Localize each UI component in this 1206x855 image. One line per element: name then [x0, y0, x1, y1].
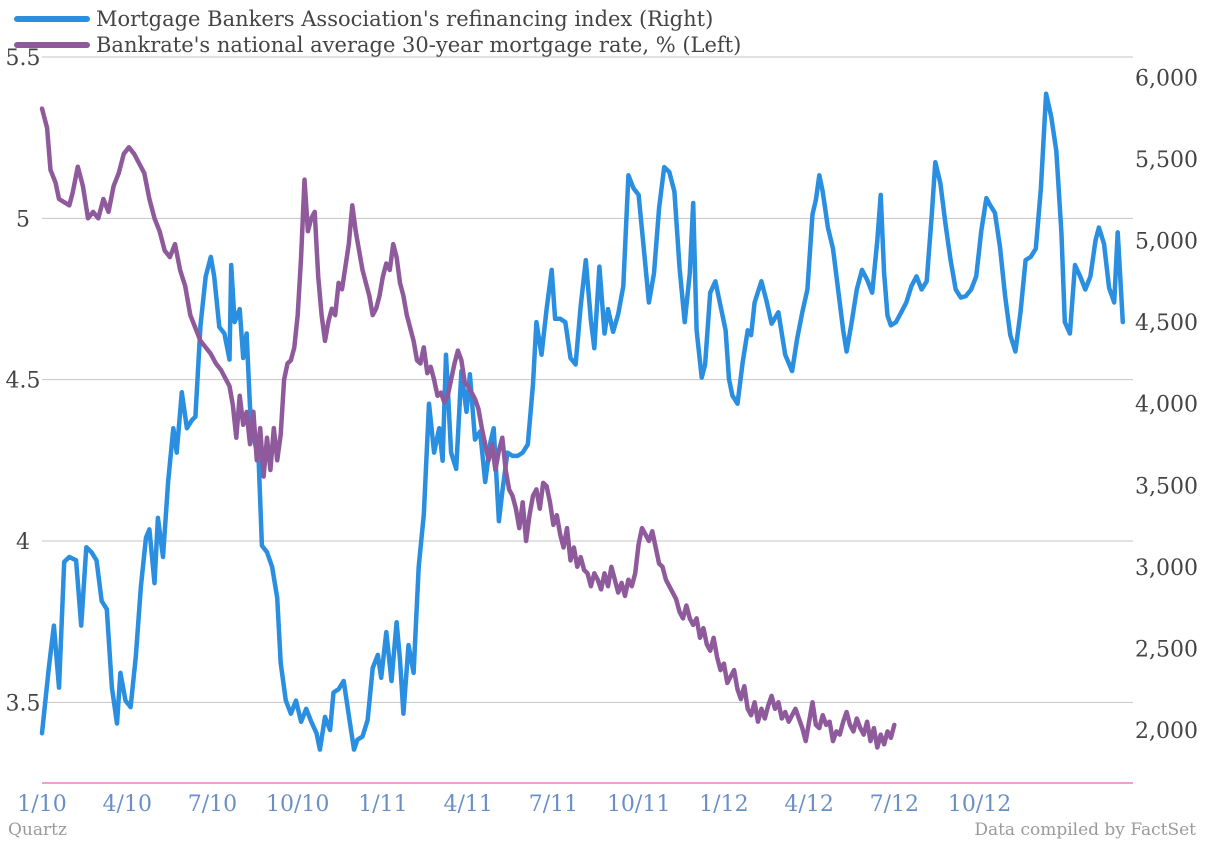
credit-label: Data compiled by FactSet: [974, 820, 1196, 840]
x-tick-label: 1/10: [17, 792, 66, 817]
legend-swatch-rate: [14, 42, 90, 48]
y-right-tick-label: 6,000: [1135, 66, 1198, 91]
x-tick-label: 7/12: [870, 792, 919, 817]
legend-item-rate: Bankrate's national average 30-year mort…: [14, 32, 741, 58]
y-right-tick-label: 3,500: [1135, 474, 1198, 499]
series-line-refinancing-index: [39, 91, 1126, 752]
y-right-tick-label: 4,500: [1135, 311, 1198, 336]
y-left-tick-label: 4: [16, 530, 30, 555]
x-tick-label: 7/10: [188, 792, 237, 817]
axes: 3.5 4 4.5 5 5.5 2,000 2,500 3,000 3,500 4,000 4,50…: [6, 46, 1199, 817]
gridlines: [42, 56, 1133, 703]
y-right-tick-label: 2,500: [1135, 637, 1198, 662]
legend-label-rate: Bankrate's national average 30-year mort…: [96, 33, 742, 57]
x-tick-label: 10/10: [266, 792, 329, 817]
x-tick-label: 4/11: [443, 792, 492, 817]
y-left-tick-label: 4.5: [6, 369, 41, 394]
y-right-tick-label: 4,000: [1135, 393, 1198, 418]
x-tick-label: 7/11: [529, 792, 578, 817]
legend-item-refi: Mortgage Bankers Association's refinanci…: [14, 6, 741, 32]
x-tick-label: 4/12: [784, 792, 833, 817]
x-tick-label: 1/12: [699, 792, 748, 817]
x-tick-label: 10/11: [607, 792, 670, 817]
x-tick-label: 4/10: [103, 792, 152, 817]
y-right-tick-label: 3,000: [1135, 556, 1198, 581]
legend: Mortgage Bankers Association's refinanci…: [14, 6, 741, 58]
y-right-tick-label: 5,000: [1135, 230, 1198, 255]
x-tick-label: 1/11: [358, 792, 407, 817]
y-right-tick-label: 5,500: [1135, 148, 1198, 173]
y-right-tick-label: 2,000: [1135, 719, 1198, 744]
y-left-tick-label: 5.5: [6, 46, 41, 71]
legend-label-refi: Mortgage Bankers Association's refinanci…: [96, 7, 714, 31]
y-left-tick-label: 5: [16, 207, 30, 232]
series-lines: [39, 91, 1126, 752]
source-label: Quartz: [8, 820, 67, 840]
legend-swatch-refi: [14, 16, 90, 22]
y-left-tick-label: 3.5: [6, 691, 41, 716]
series-line-mortgage-rate: [39, 106, 897, 750]
x-tick-label: 10/12: [948, 792, 1011, 817]
